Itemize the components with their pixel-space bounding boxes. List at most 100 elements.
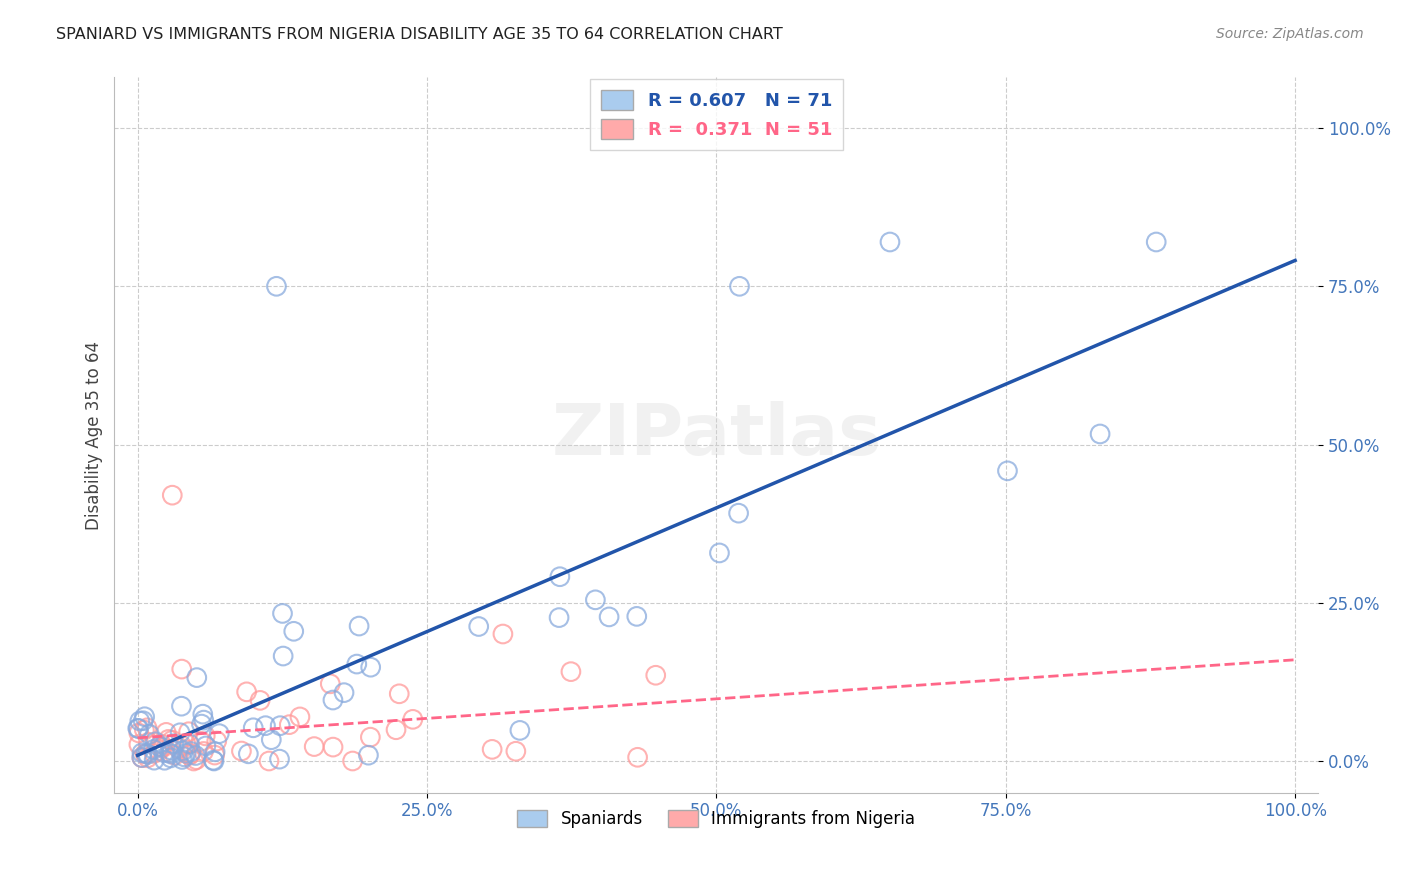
- Point: [134, 747, 156, 761]
- Point: [191, 707, 214, 722]
- Point: [997, 464, 1019, 478]
- Point: [190, 734, 212, 748]
- Point: [333, 686, 356, 700]
- Point: [186, 671, 208, 685]
- Point: [278, 717, 301, 731]
- Point: [727, 506, 749, 520]
- Point: [148, 743, 170, 757]
- Point: [385, 723, 408, 737]
- Point: [143, 747, 166, 761]
- Point: [583, 592, 606, 607]
- Point: [183, 754, 205, 768]
- Point: [202, 754, 225, 768]
- Point: [204, 745, 226, 759]
- Point: [204, 747, 226, 762]
- Point: [260, 732, 283, 747]
- Point: [143, 753, 166, 767]
- Point: [142, 742, 165, 756]
- Point: [134, 710, 156, 724]
- Point: [235, 685, 257, 699]
- Text: SPANIARD VS IMMIGRANTS FROM NIGERIA DISABILITY AGE 35 TO 64 CORRELATION CHART: SPANIARD VS IMMIGRANTS FROM NIGERIA DISA…: [56, 27, 783, 42]
- Legend: Spaniards, Immigrants from Nigeria: Spaniards, Immigrants from Nigeria: [510, 803, 922, 834]
- Point: [481, 742, 503, 756]
- Point: [205, 734, 228, 748]
- Point: [152, 740, 174, 755]
- Point: [157, 732, 180, 747]
- Point: [150, 737, 173, 751]
- Point: [202, 753, 225, 767]
- Point: [347, 619, 370, 633]
- Point: [138, 735, 160, 749]
- Point: [179, 737, 201, 751]
- Point: [136, 747, 159, 762]
- Point: [467, 619, 489, 633]
- Point: [346, 657, 368, 671]
- Point: [269, 719, 291, 733]
- Point: [322, 693, 344, 707]
- Point: [388, 687, 411, 701]
- Point: [271, 648, 294, 663]
- Point: [128, 714, 150, 728]
- Point: [127, 722, 149, 736]
- Point: [184, 748, 207, 763]
- Point: [159, 751, 181, 765]
- Point: [179, 748, 201, 763]
- Point: [1088, 427, 1111, 442]
- Point: [1144, 235, 1167, 249]
- Point: [148, 739, 170, 754]
- Point: [136, 721, 159, 735]
- Point: [254, 719, 277, 733]
- Point: [128, 726, 150, 740]
- Point: [319, 677, 342, 691]
- Point: [709, 546, 731, 560]
- Point: [283, 624, 305, 639]
- Point: [560, 665, 582, 679]
- Point: [163, 748, 186, 763]
- Point: [231, 744, 253, 758]
- Point: [174, 737, 197, 751]
- Point: [132, 714, 155, 728]
- Point: [879, 235, 901, 249]
- Point: [402, 712, 425, 726]
- Point: [509, 723, 531, 738]
- Point: [180, 745, 202, 759]
- Point: [128, 738, 150, 752]
- Point: [153, 746, 176, 760]
- Point: [193, 744, 215, 758]
- Point: [170, 699, 193, 714]
- Point: [190, 717, 212, 731]
- Point: [548, 570, 571, 584]
- Point: [194, 739, 217, 753]
- Point: [160, 733, 183, 747]
- Y-axis label: Disability Age 35 to 64: Disability Age 35 to 64: [86, 341, 103, 530]
- Point: [131, 750, 153, 764]
- Point: [492, 627, 515, 641]
- Point: [167, 741, 190, 756]
- Point: [177, 724, 200, 739]
- Point: [131, 746, 153, 760]
- Text: ZIPatlas: ZIPatlas: [551, 401, 882, 469]
- Text: Source: ZipAtlas.com: Source: ZipAtlas.com: [1216, 27, 1364, 41]
- Point: [159, 746, 181, 760]
- Point: [136, 751, 159, 765]
- Point: [193, 713, 215, 727]
- Point: [162, 488, 184, 502]
- Point: [145, 735, 167, 749]
- Point: [172, 752, 194, 766]
- Point: [249, 693, 271, 707]
- Point: [357, 748, 380, 763]
- Point: [131, 750, 153, 764]
- Point: [153, 753, 176, 767]
- Point: [548, 610, 571, 624]
- Point: [170, 662, 193, 676]
- Point: [155, 725, 177, 739]
- Point: [644, 668, 666, 682]
- Point: [342, 754, 364, 768]
- Point: [170, 739, 193, 753]
- Point: [359, 730, 381, 744]
- Point: [266, 279, 288, 293]
- Point: [360, 660, 382, 674]
- Point: [626, 750, 648, 764]
- Point: [135, 747, 157, 761]
- Point: [160, 743, 183, 757]
